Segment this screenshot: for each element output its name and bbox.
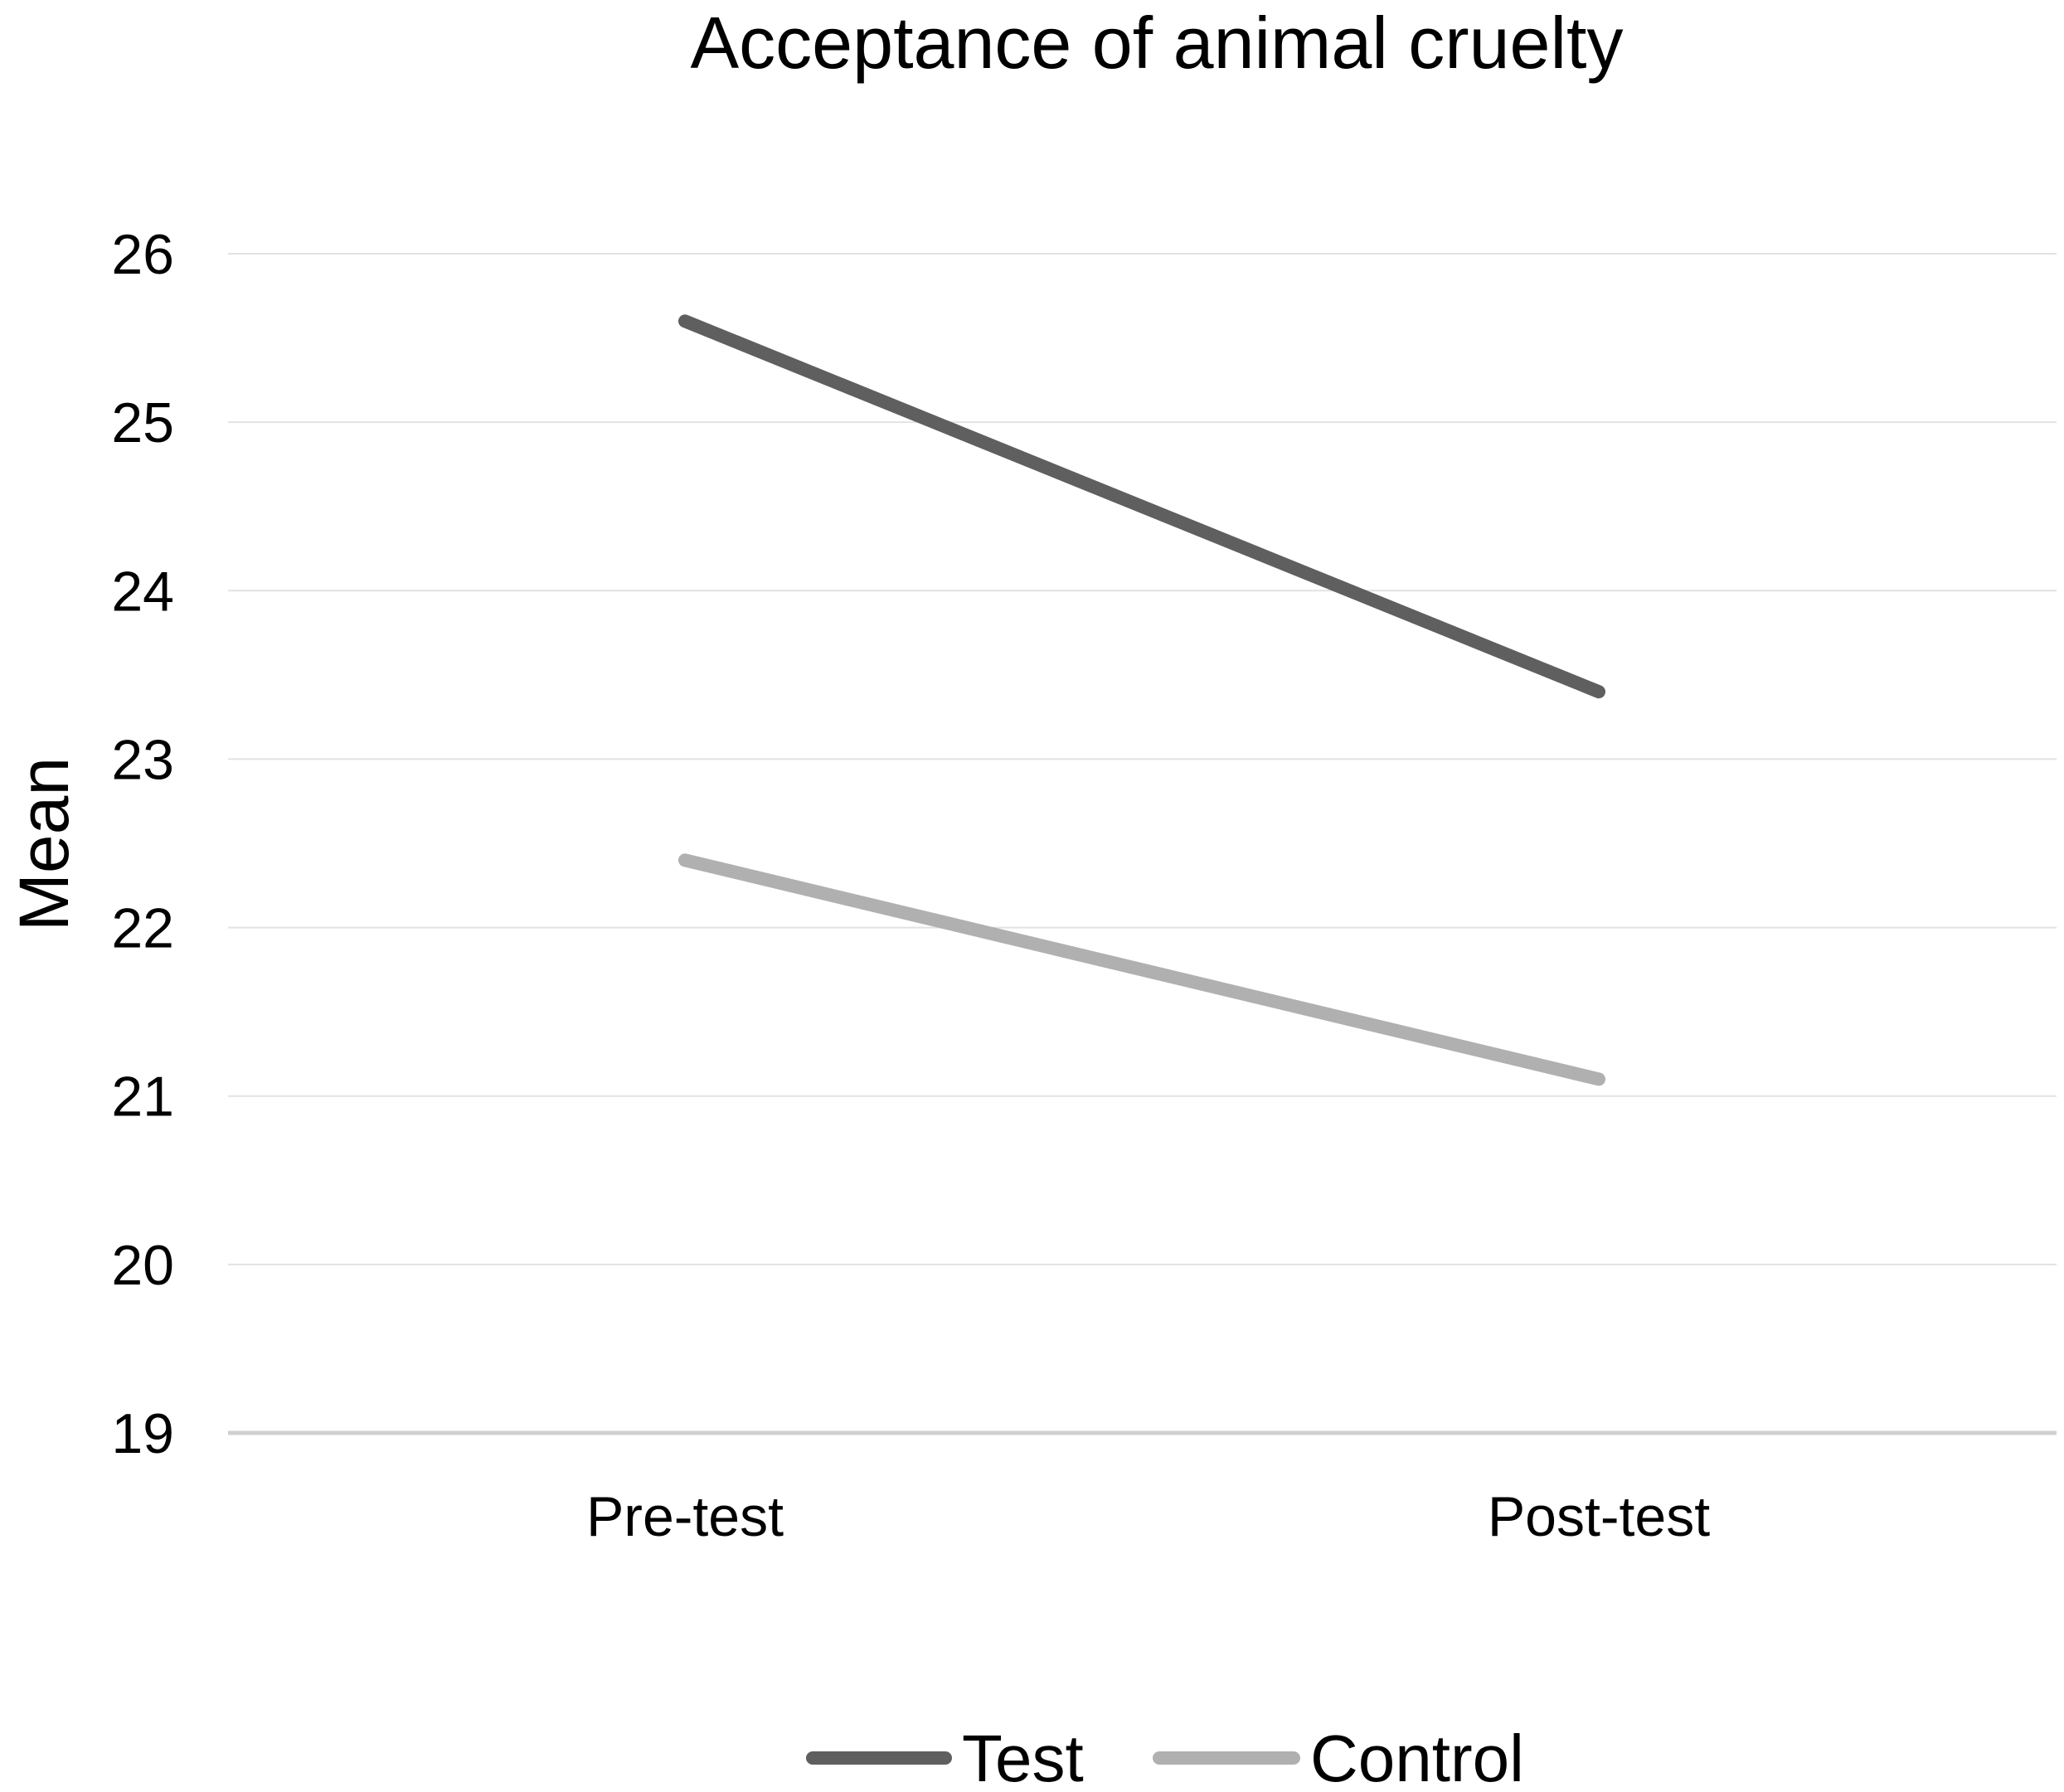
y-tick-label: 19 [111,1402,174,1465]
y-tick-label: 20 [111,1234,174,1297]
y-axis-tick-labels: 19 20 21 22 23 24 25 26 [111,223,174,1465]
legend: Test Control [806,1722,1524,1792]
legend-label-control: Control [1310,1722,1524,1792]
x-tick-label: Pre-test [586,1485,784,1548]
series-line-test [678,314,1605,699]
x-axis-tick-labels: Pre-test Post-test [586,1485,1710,1548]
series-line-control [678,853,1605,1086]
y-tick-label: 21 [111,1066,174,1129]
y-axis-title: Mean [5,757,83,931]
gridlines [228,253,2057,1435]
legend-label-test: Test [962,1722,1084,1792]
y-tick-label: 22 [111,897,174,960]
y-tick-label: 25 [111,391,174,454]
series-lines [678,314,1605,1086]
y-tick-label: 24 [111,560,174,623]
chart-title: Acceptance of animal cruelty [690,2,1623,84]
y-tick-label: 26 [111,223,174,286]
x-tick-label: Post-test [1488,1485,1710,1548]
y-tick-label: 23 [111,728,174,791]
